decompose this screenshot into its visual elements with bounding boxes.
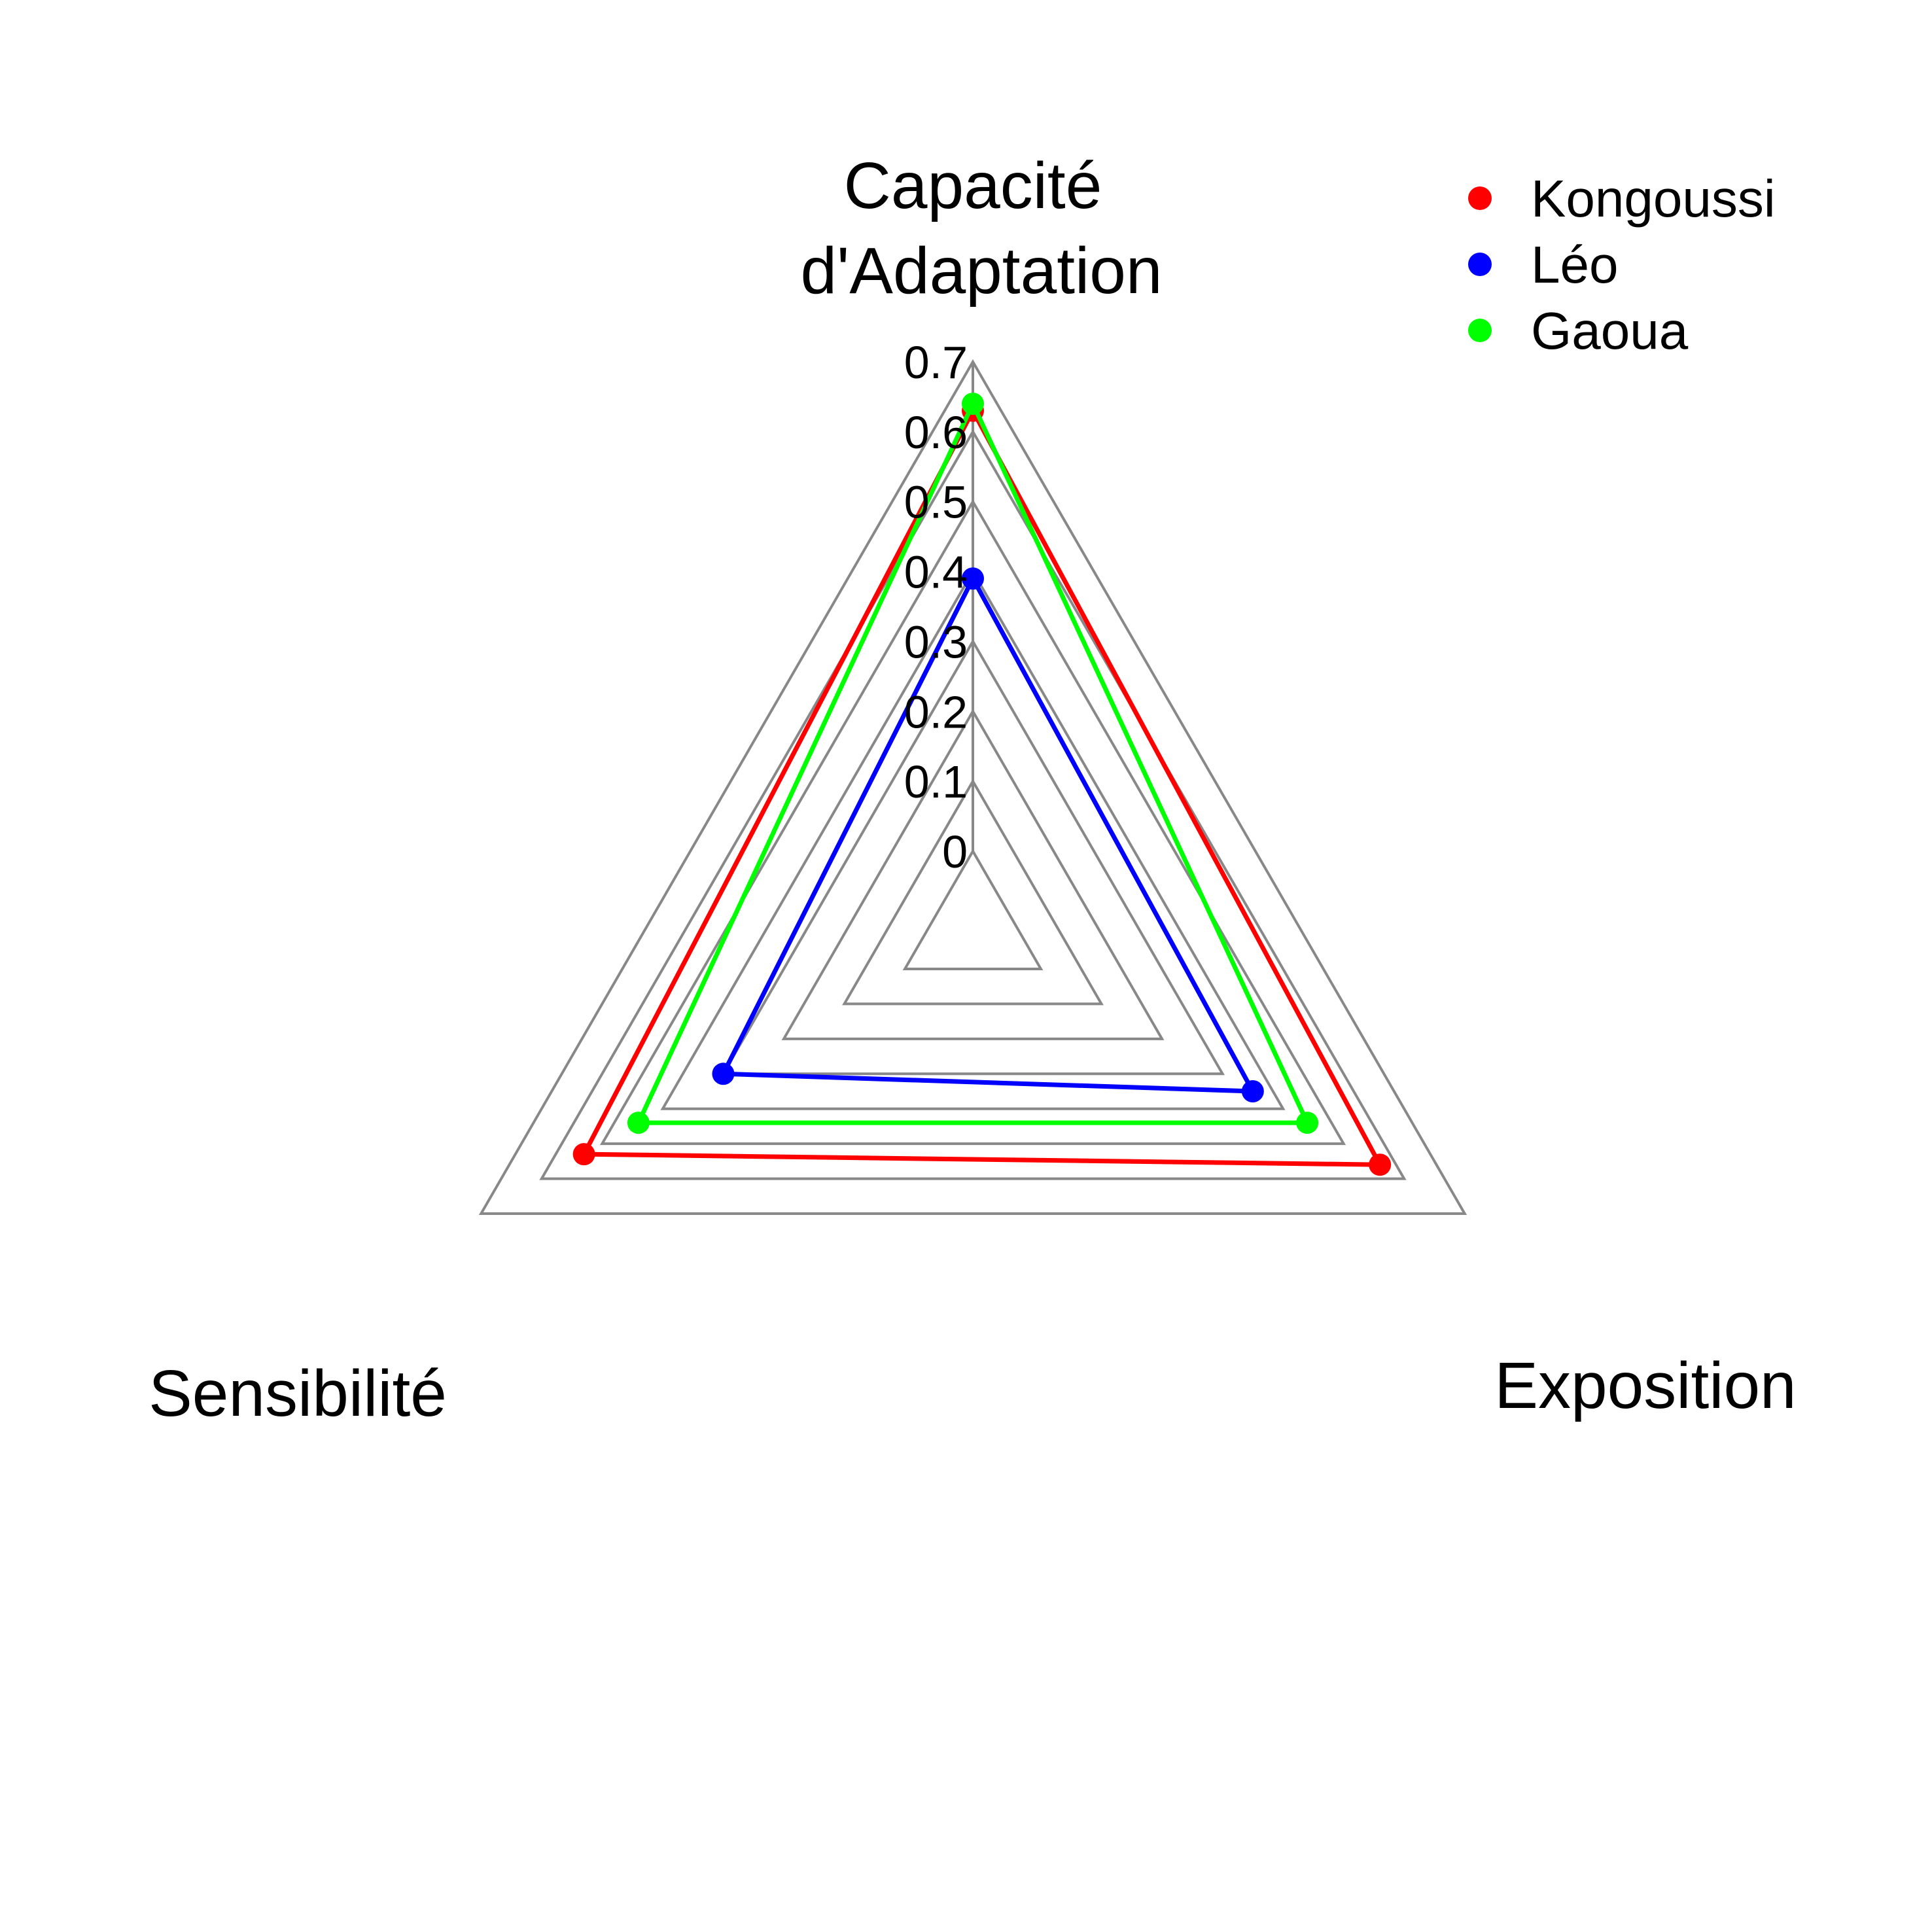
series-point	[627, 1112, 650, 1134]
grid-ring	[599, 499, 1346, 1146]
legend-label-gaoua: Gaoua	[1531, 302, 1689, 360]
series-line	[635, 398, 1311, 1125]
legend-marker-gaoua	[1468, 319, 1492, 342]
grid-ring	[781, 709, 1165, 1040]
series-point	[1296, 1112, 1319, 1134]
series-point	[962, 393, 984, 415]
legend-label-leo: Léo	[1531, 236, 1618, 294]
legend-label-kongoussi: Kongoussi	[1531, 169, 1776, 228]
axis-label-adaptation: d'Adaptation	[801, 234, 1163, 307]
tick-label: 0.4	[904, 547, 968, 598]
axis-label-exposition: Exposition	[1494, 1349, 1796, 1422]
tick-label: 0.6	[904, 407, 968, 458]
series-point	[1241, 1080, 1264, 1102]
tick-label: 0.5	[904, 477, 968, 528]
tick-label: 0.3	[904, 616, 968, 667]
grid-ring	[902, 849, 1044, 970]
tick-label: 0.2	[904, 686, 968, 737]
grid-ring	[539, 429, 1407, 1180]
radar-grid	[478, 359, 1467, 1215]
grid-ring	[842, 779, 1104, 1006]
axis-label-capacite: Capacité	[844, 149, 1102, 222]
series-point	[962, 567, 984, 590]
legend-marker-leo	[1468, 253, 1492, 276]
tick-label: 0	[942, 826, 968, 877]
tick-labels: 0 0.1 0.2 0.3 0.4 0.5 0.6 0.7	[904, 337, 968, 877]
grid-ring	[478, 359, 1467, 1215]
tick-label: 0.7	[904, 337, 968, 388]
series-point	[572, 1143, 595, 1166]
grid-ring	[720, 639, 1225, 1076]
tick-label: 0.1	[904, 756, 968, 807]
legend-marker-kongoussi	[1468, 186, 1492, 210]
series-line	[719, 573, 1257, 1094]
axis-label-sensibilite: Sensibilité	[149, 1357, 447, 1430]
grid-ring	[660, 569, 1286, 1110]
legend: Kongoussi Léo Gaoua	[1468, 169, 1776, 360]
series-point	[712, 1063, 735, 1085]
series-point	[1369, 1153, 1392, 1176]
series-line	[580, 406, 1384, 1167]
radar-series	[572, 393, 1392, 1176]
